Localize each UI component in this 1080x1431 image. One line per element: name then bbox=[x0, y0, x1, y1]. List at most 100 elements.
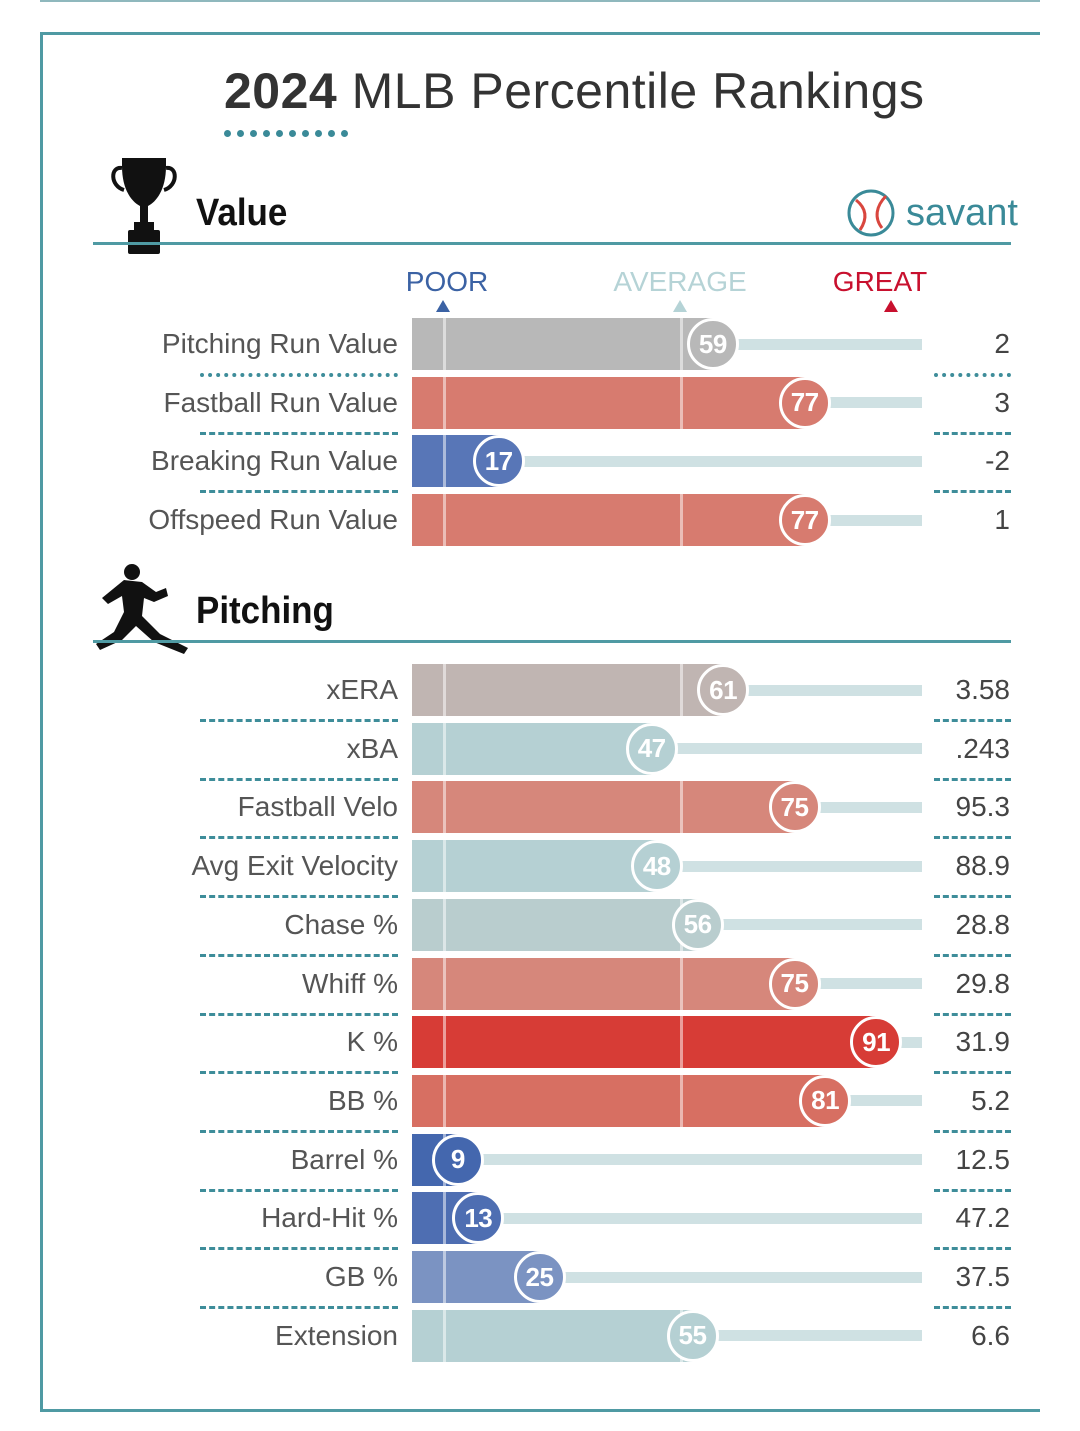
percentile-bubble: 61 bbox=[697, 664, 750, 716]
percentile-bar bbox=[412, 1309, 693, 1362]
guide-line bbox=[442, 318, 446, 370]
metric-label: Avg Exit Velocity bbox=[191, 850, 398, 882]
row-separator bbox=[934, 953, 1011, 957]
row-separator bbox=[934, 1247, 1011, 1251]
bar-track bbox=[697, 919, 922, 931]
metric-value: 88.9 bbox=[955, 850, 1011, 882]
percentile-bubble: 91 bbox=[850, 1016, 903, 1069]
percentile-bar bbox=[412, 781, 795, 834]
bar-track bbox=[804, 397, 922, 409]
row-separator bbox=[934, 373, 1011, 377]
percentile-bubble: 75 bbox=[768, 957, 821, 1010]
bar-track bbox=[478, 1212, 922, 1224]
percentile-bar bbox=[412, 1074, 826, 1127]
percentile-bubble: 55 bbox=[666, 1309, 719, 1362]
percentile-bubble: 9 bbox=[431, 1133, 484, 1186]
percentile-bubble: 47 bbox=[625, 722, 678, 775]
row-separator bbox=[200, 1071, 398, 1075]
top-rule bbox=[40, 0, 1040, 2]
row-separator bbox=[200, 1188, 398, 1192]
guide-line bbox=[442, 435, 446, 488]
row-separator bbox=[200, 1306, 398, 1309]
bar-track bbox=[656, 860, 922, 872]
metric-label: Extension bbox=[275, 1319, 398, 1351]
percentile-bar bbox=[412, 840, 657, 893]
title-year: 2024 bbox=[224, 63, 338, 119]
section-title-pitching: Pitching bbox=[196, 590, 334, 632]
scale-label-great: GREAT bbox=[832, 266, 928, 297]
percentile-bubble: 25 bbox=[513, 1251, 566, 1303]
metric-label: Fastball Run Value bbox=[163, 386, 399, 418]
metric-label: GB % bbox=[324, 1261, 398, 1292]
metric-label: Chase % bbox=[284, 908, 398, 940]
percentile-bar bbox=[412, 664, 724, 716]
metric-label: Pitching Run Value bbox=[161, 328, 398, 359]
pitcher-icon bbox=[96, 564, 188, 654]
bar-track bbox=[825, 1095, 922, 1107]
row-separator bbox=[934, 1071, 1011, 1075]
percentile-bar bbox=[412, 722, 652, 775]
bar-track bbox=[539, 1271, 922, 1283]
bar-track bbox=[692, 1330, 922, 1342]
guide-line bbox=[442, 957, 446, 1010]
guide-line bbox=[442, 1251, 446, 1303]
metric-value: 47.2 bbox=[955, 1202, 1011, 1234]
guide-line bbox=[442, 376, 446, 429]
scale-label-average: AVERAGE bbox=[613, 266, 747, 297]
metric-value: 5.2 bbox=[971, 1084, 1010, 1116]
percentile-bubble: 17 bbox=[472, 435, 525, 488]
percentile-bar bbox=[412, 957, 795, 1010]
metric-value: -2 bbox=[985, 445, 1010, 477]
percentile-bubble: 13 bbox=[452, 1192, 505, 1245]
page-title: 2024 MLB Percentile Rankings bbox=[224, 62, 925, 120]
metric-value: 95.3 bbox=[955, 791, 1011, 823]
metric-label: xBA bbox=[346, 732, 398, 764]
guide-line bbox=[442, 722, 446, 775]
row-separator bbox=[200, 490, 398, 494]
guide-line bbox=[442, 1192, 446, 1245]
poor-arrow-icon bbox=[436, 300, 450, 312]
row-separator bbox=[934, 1129, 1011, 1133]
savant-text: savant bbox=[906, 191, 1018, 234]
row-separator bbox=[934, 895, 1011, 899]
percentile-bubble: 77 bbox=[778, 376, 831, 429]
guide-line bbox=[442, 1309, 446, 1362]
percentile-bar bbox=[412, 1016, 877, 1069]
metric-label: Offspeed Run Value bbox=[148, 504, 398, 536]
guide-line bbox=[679, 1016, 683, 1069]
row-separator bbox=[934, 1188, 1011, 1192]
bar-track bbox=[457, 1154, 922, 1166]
percentile-bubble: 81 bbox=[799, 1074, 852, 1127]
bar-track bbox=[794, 978, 922, 989]
metric-value: 12.5 bbox=[955, 1143, 1011, 1175]
percentile-bubble: 56 bbox=[671, 898, 724, 951]
guide-line bbox=[442, 898, 446, 951]
bar-track bbox=[651, 743, 922, 755]
guide-line bbox=[679, 957, 683, 1010]
percentile-bar bbox=[412, 318, 713, 370]
row-separator bbox=[934, 431, 1011, 435]
row-separator bbox=[200, 1247, 398, 1251]
metric-label: Fastball Velo bbox=[237, 791, 398, 823]
row-separator bbox=[200, 1012, 398, 1016]
section-title-value: Value bbox=[196, 192, 288, 234]
bar-track bbox=[794, 801, 922, 813]
title-underline-dots bbox=[224, 130, 348, 137]
row-separator bbox=[934, 777, 1011, 781]
row-separator bbox=[200, 373, 398, 377]
row-separator bbox=[200, 777, 398, 781]
average-arrow-icon bbox=[673, 300, 687, 312]
percentile-bubble: 59 bbox=[686, 318, 739, 370]
title-text: MLB Percentile Rankings bbox=[351, 63, 925, 119]
metric-label: Hard-Hit % bbox=[261, 1202, 398, 1234]
scale-label-poor: POOR bbox=[405, 266, 489, 297]
metric-label: Whiff % bbox=[302, 967, 398, 999]
guide-line bbox=[442, 494, 446, 547]
guide-line bbox=[679, 494, 683, 547]
great-arrow-icon bbox=[884, 300, 898, 312]
bar-track bbox=[712, 338, 922, 350]
guide-line bbox=[442, 840, 446, 893]
metric-value: 37.5 bbox=[955, 1261, 1011, 1292]
row-separator bbox=[200, 1129, 398, 1133]
metric-value: 1 bbox=[994, 504, 1010, 536]
